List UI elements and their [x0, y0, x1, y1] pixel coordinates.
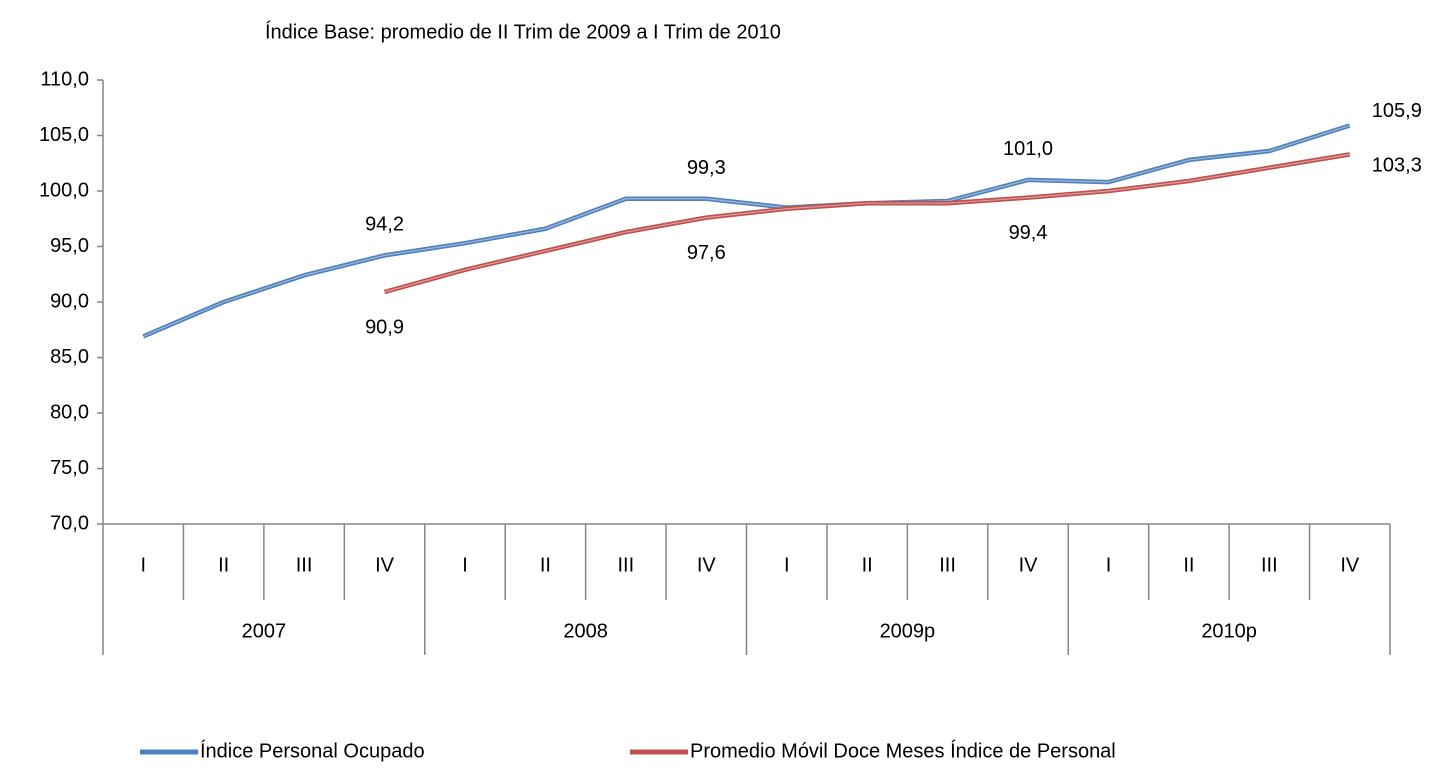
data-label: 105,9: [1372, 100, 1422, 122]
x-group-label: 2009p: [880, 620, 936, 642]
y-tick-label: 110,0: [40, 68, 89, 90]
data-label: 99,3: [687, 157, 726, 179]
x-group-label: 2008: [563, 620, 608, 642]
x-tick-label: I: [1106, 554, 1112, 576]
x-tick-label: I: [784, 554, 790, 576]
x-tick-label: IV: [1340, 554, 1360, 576]
x-tick-label: I: [462, 554, 468, 576]
y-tick-label: 105,0: [39, 124, 89, 146]
x-tick-label: III: [618, 554, 635, 576]
x-group-label: 2010p: [1201, 620, 1257, 642]
x-tick-label: III: [1261, 554, 1278, 576]
data-label: 101,0: [1003, 138, 1053, 160]
series-line: [142, 123, 1351, 339]
x-tick-label: IV: [375, 554, 395, 576]
legend-label: Promedio Móvil Doce Meses Índice de Pers…: [690, 739, 1116, 762]
y-tick-label: 80,0: [50, 401, 89, 423]
legend-label: Índice Personal Ocupado: [200, 739, 425, 762]
data-label: 99,4: [1009, 222, 1048, 244]
y-tick-label: 85,0: [50, 346, 89, 368]
x-tick-label: III: [296, 554, 313, 576]
y-tick-label: 90,0: [50, 290, 89, 312]
chart-title: Índice Base: promedio de II Trim de 2009…: [265, 20, 781, 43]
x-tick-label: II: [540, 554, 551, 576]
data-label: 103,3: [1372, 155, 1422, 177]
y-tick-label: 95,0: [50, 235, 89, 257]
x-group-label: 2007: [242, 620, 287, 642]
y-tick-label: 100,0: [39, 179, 89, 201]
x-tick-label: II: [218, 554, 229, 576]
series-highlight: [384, 153, 1350, 293]
series-highlight: [142, 124, 1350, 337]
x-tick-label: III: [939, 554, 956, 576]
x-tick-label: IV: [1019, 554, 1039, 576]
x-tick-label: II: [862, 554, 873, 576]
y-tick-label: 70,0: [50, 512, 89, 534]
data-label: 97,6: [687, 242, 726, 264]
y-tick-label: 75,0: [50, 457, 89, 479]
x-tick-label: IV: [697, 554, 717, 576]
series-line: [383, 152, 1351, 295]
data-label: 94,2: [365, 214, 404, 236]
x-tick-label: I: [140, 554, 146, 576]
data-label: 90,9: [365, 316, 404, 338]
x-tick-label: II: [1183, 554, 1194, 576]
